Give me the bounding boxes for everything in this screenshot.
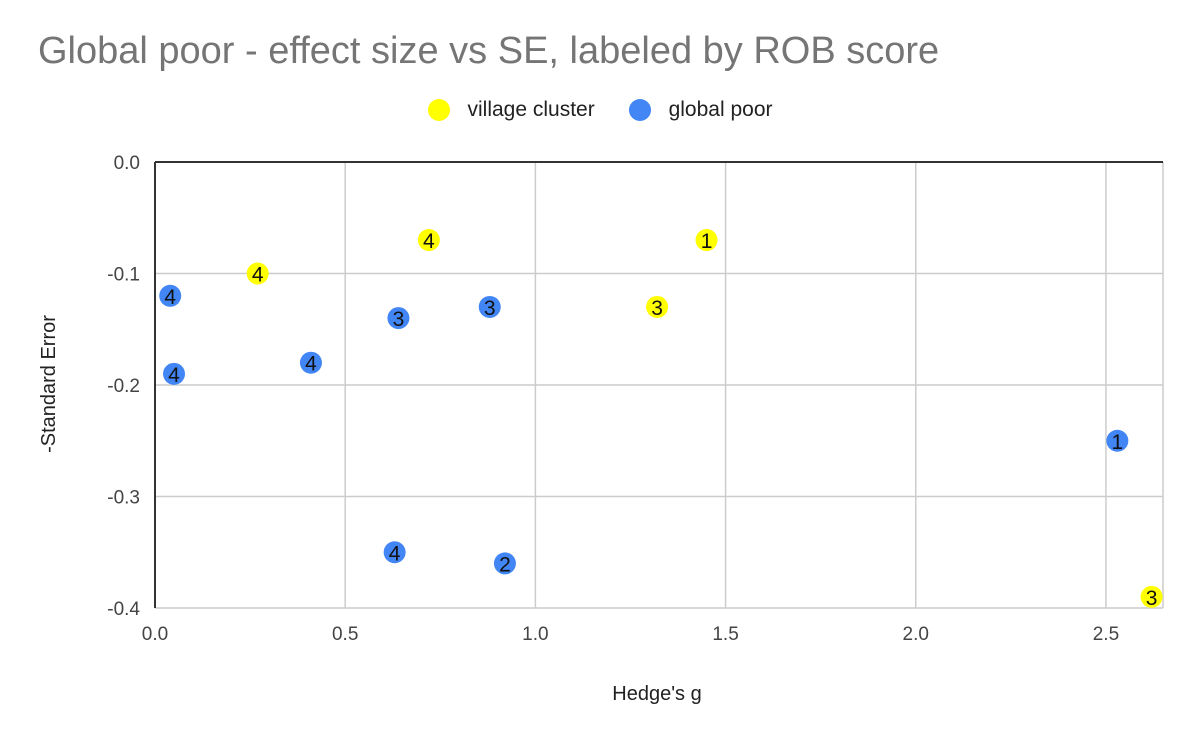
point-label-global-poor: 4 xyxy=(164,286,176,309)
grid xyxy=(154,161,1164,609)
point-global-poor xyxy=(478,295,501,318)
point-label-village-cluster: 1 xyxy=(701,230,713,253)
x-tick-label: 2.0 xyxy=(903,624,929,645)
point-village-cluster xyxy=(646,295,669,318)
x-tick-label: 0.5 xyxy=(332,624,358,645)
legend-marker-global-poor xyxy=(628,99,651,121)
point-global-poor xyxy=(299,351,322,374)
point-label-global-poor: 4 xyxy=(389,542,401,565)
chart-title: Global poor - effect size vs SE, labeled… xyxy=(38,30,940,72)
x-tick-label: 2.5 xyxy=(1093,624,1119,645)
legend-label-village-cluster: village cluster xyxy=(467,98,595,121)
point-label-village-cluster: 3 xyxy=(651,297,663,320)
y-tick-label: -0.3 xyxy=(107,488,140,509)
x-tick-label: 1.0 xyxy=(522,624,548,645)
axes: 0.0 0.5 1.0 1.5 2.0 2.5 0.0 -0.1 -0.2 -0.3 -0.4 xyxy=(107,153,1119,645)
point-label-global-poor: 1 xyxy=(1112,431,1124,454)
point-label-village-cluster: 4 xyxy=(423,230,435,253)
x-tick-label: 1.5 xyxy=(712,624,738,645)
legend-item-global-poor[interactable]: global poor xyxy=(628,98,773,122)
y-tick-label: -0.1 xyxy=(107,265,140,286)
point-global-poor xyxy=(163,362,186,385)
data-points: 4 4 1 3 3 4 4 4 3 3 4 2 1 xyxy=(159,229,1163,610)
point-global-poor xyxy=(159,284,182,307)
x-axis-title: Hedge's g xyxy=(612,683,701,705)
point-village-cluster xyxy=(1140,585,1163,608)
point-label-global-poor: 4 xyxy=(305,353,317,376)
point-village-cluster xyxy=(417,229,440,252)
y-tick-label: -0.4 xyxy=(107,599,140,620)
y-tick-label: 0.0 xyxy=(114,153,140,174)
point-label-global-poor: 3 xyxy=(484,297,496,320)
point-village-cluster xyxy=(695,229,718,252)
legend-item-village-cluster[interactable]: village cluster xyxy=(427,98,595,122)
point-global-poor xyxy=(493,552,516,575)
point-label-village-cluster: 4 xyxy=(252,264,264,287)
x-tick-label: 0.0 xyxy=(142,624,168,645)
point-global-poor xyxy=(383,541,406,564)
point-label-global-poor: 2 xyxy=(499,553,511,576)
legend: village cluster global poor xyxy=(0,98,1200,127)
point-global-poor xyxy=(1106,429,1129,452)
legend-label-global-poor: global poor xyxy=(668,98,773,121)
point-label-global-poor: 4 xyxy=(168,364,180,387)
point-label-global-poor: 3 xyxy=(393,308,405,331)
y-tick-label: -0.2 xyxy=(107,376,140,397)
point-label-village-cluster: 3 xyxy=(1146,587,1158,610)
legend-marker-village-cluster xyxy=(427,99,450,121)
y-axis-title: -Standard Error xyxy=(38,315,60,453)
point-village-cluster xyxy=(246,262,269,285)
point-global-poor xyxy=(387,307,410,330)
